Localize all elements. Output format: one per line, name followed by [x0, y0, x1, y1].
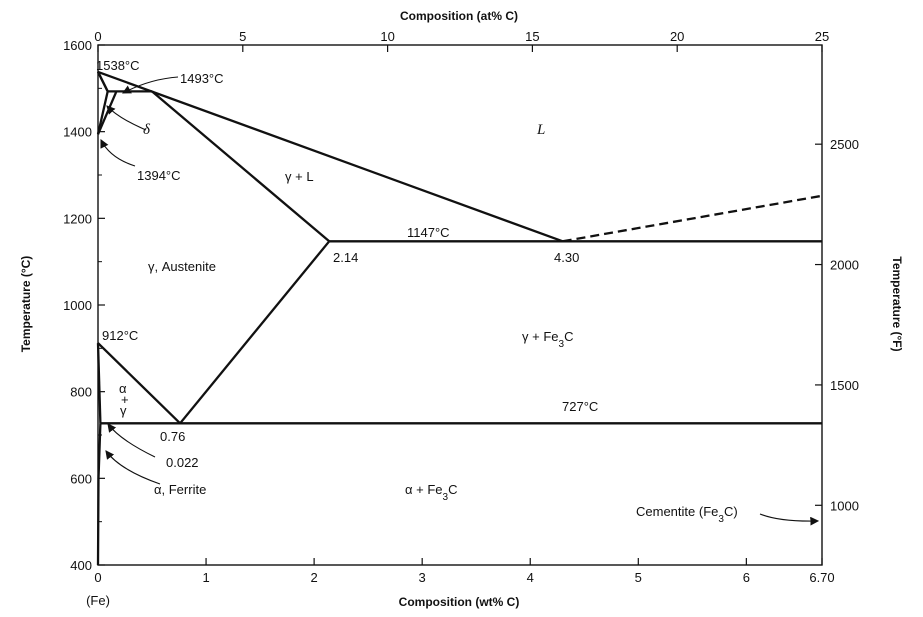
region-ferrite: α, Ferrite	[154, 482, 206, 497]
label-0-022: 0.022	[166, 455, 199, 470]
bottom-tick-label: 2	[311, 570, 318, 585]
arrow-cementite	[759, 513, 820, 526]
top-tick-label: 20	[670, 29, 684, 44]
bottom-tick-label: 3	[419, 570, 426, 585]
right-axis-title: Temperature (°F)	[890, 256, 904, 351]
bottom-tick-label: 5	[635, 570, 642, 585]
arrow-delta	[106, 105, 147, 131]
label-1147: 1147°C	[407, 225, 450, 240]
top-axis-title: Composition (at% C)	[400, 9, 518, 23]
top-tick-label: 15	[525, 29, 539, 44]
bottom-tick-label: 6	[743, 570, 750, 585]
right-tick-label: 1000	[830, 498, 859, 513]
right-tick-label: 2500	[830, 137, 859, 152]
phase-boundary-line	[96, 343, 102, 424]
top-tick-label: 0	[94, 29, 101, 44]
left-tick-label: 600	[70, 471, 92, 486]
bottom-tick-label: 4	[527, 570, 534, 585]
bottom-tick-label: 1	[202, 570, 209, 585]
bottom-axis-title: Composition (wt% C)	[399, 595, 520, 609]
region-liquid: L	[536, 122, 545, 138]
label-1394: 1394°C	[137, 168, 181, 183]
left-tick-label: 1000	[63, 298, 92, 313]
label-727: 727°C	[562, 399, 598, 414]
label-1493: 1493°C	[180, 71, 224, 86]
left-tick-label: 800	[70, 385, 92, 400]
region-gamma-fe3c: γ + Fe3C	[522, 329, 573, 350]
label-1538: 1538°C	[96, 58, 140, 73]
fe-label: (Fe)	[86, 593, 110, 608]
label-cementite: Cementite (Fe3C)	[636, 504, 738, 525]
phase-boundary-line	[179, 240, 331, 425]
top-tick-label: 10	[380, 29, 394, 44]
region-austenite: γ, Austenite	[148, 259, 216, 274]
label-4-30: 4.30	[554, 250, 579, 265]
arrow-ferrite	[105, 450, 161, 485]
bottom-tick-label: 6.70	[809, 570, 834, 585]
subscript: 3	[559, 339, 565, 350]
subscript: 3	[443, 492, 449, 503]
right-tick-label: 2000	[830, 258, 859, 273]
phase-boundary-line	[96, 423, 102, 566]
phase-boundary-line	[151, 90, 330, 243]
left-tick-label: 1400	[63, 125, 92, 140]
phase-boundary-line	[97, 342, 181, 425]
subscript: 3	[718, 514, 724, 525]
label-2-14: 2.14	[333, 250, 358, 265]
arrow-0022	[107, 423, 156, 458]
arrow-1394	[100, 139, 136, 167]
left-tick-label: 400	[70, 558, 92, 573]
region-alpha-fe3c: α + Fe3C	[405, 482, 457, 503]
right-tick-label: 1500	[830, 378, 859, 393]
left-tick-label: 1200	[63, 211, 92, 226]
top-tick-label: 25	[815, 29, 829, 44]
bottom-tick-label: 0	[94, 570, 101, 585]
label-0-76: 0.76	[160, 429, 185, 444]
plot-frame	[97, 44, 823, 566]
region-plus-small: +	[121, 392, 129, 407]
region-gamma-small: γ	[120, 403, 127, 418]
left-tick-label: 1600	[63, 38, 92, 53]
region-gamma-liquid: γ + L	[285, 169, 314, 184]
left-axis-title: Temperature (°C)	[19, 256, 33, 353]
phase-boundary-line	[562, 194, 823, 243]
region-delta: δ	[143, 122, 151, 138]
phase-boundary-line	[97, 70, 564, 243]
region-alpha-small: α	[119, 381, 127, 396]
top-tick-label: 5	[239, 29, 246, 44]
arrow-1493	[122, 76, 179, 94]
label-912: 912°C	[102, 328, 138, 343]
